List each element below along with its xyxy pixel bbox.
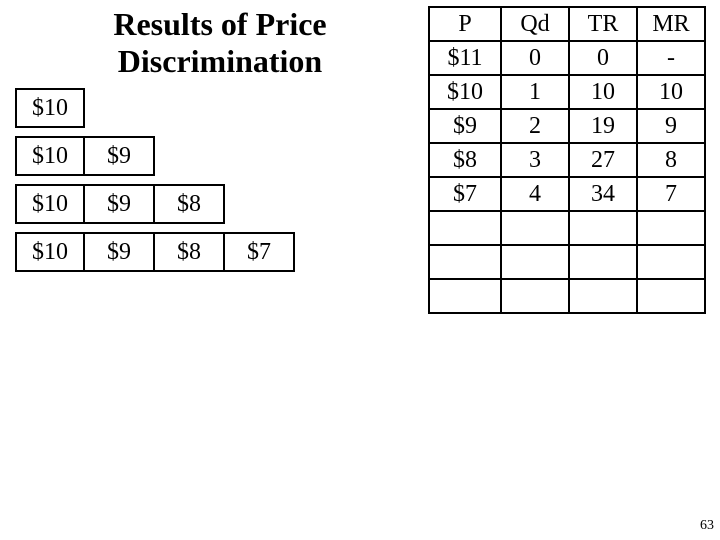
table-cell: [569, 245, 637, 279]
step-cell: $10: [15, 88, 85, 128]
table-cell: [429, 245, 501, 279]
table-cell: [637, 279, 705, 313]
table-cell: $7: [429, 177, 501, 211]
table-row: [429, 211, 705, 245]
table-row: $83278: [429, 143, 705, 177]
step-cell: $10: [15, 136, 85, 176]
page-number: 63: [700, 518, 714, 534]
table-cell: $8: [429, 143, 501, 177]
table-cell: 4: [501, 177, 569, 211]
step-cell: $9: [85, 184, 155, 224]
table-row: [429, 245, 705, 279]
table-cell: 0: [569, 41, 637, 75]
title-line-2: Discrimination: [85, 43, 355, 80]
table-cell: [429, 279, 501, 313]
step-row: $10$9$8$7: [15, 232, 295, 272]
table-cell: [569, 211, 637, 245]
table-cell: $11: [429, 41, 501, 75]
step-cell: $8: [155, 184, 225, 224]
step-row: $10$9: [15, 136, 295, 176]
table-cell: [501, 245, 569, 279]
table-cell: 0: [501, 41, 569, 75]
table-cell: -: [637, 41, 705, 75]
table-header-cell: MR: [637, 7, 705, 41]
step-cell: $9: [85, 232, 155, 272]
table-header-cell: TR: [569, 7, 637, 41]
table-cell: 27: [569, 143, 637, 177]
table-cell: 7: [637, 177, 705, 211]
table-cell: $10: [429, 75, 501, 109]
table-header-cell: Qd: [501, 7, 569, 41]
table-cell: [637, 245, 705, 279]
table-cell: 3: [501, 143, 569, 177]
price-step-rows: $10$10$9$10$9$8$10$9$8$7: [15, 88, 295, 280]
step-cell: $7: [225, 232, 295, 272]
step-cell: $10: [15, 232, 85, 272]
table-header-cell: P: [429, 7, 501, 41]
table-cell: [501, 279, 569, 313]
table-row: $92199: [429, 109, 705, 143]
table-row: $1011010: [429, 75, 705, 109]
table-cell: [569, 279, 637, 313]
table-cell: 8: [637, 143, 705, 177]
title-line-1: Results of Price: [85, 6, 355, 43]
table-cell: 10: [569, 75, 637, 109]
step-cell: $8: [155, 232, 225, 272]
table-row: $1100-: [429, 41, 705, 75]
table-cell: 1: [501, 75, 569, 109]
table-cell: 9: [637, 109, 705, 143]
step-cell: $10: [15, 184, 85, 224]
price-data-table: PQdTRMR$1100-$1011010$92199$83278$74347: [428, 6, 706, 314]
step-row: $10: [15, 88, 295, 128]
step-row: $10$9$8: [15, 184, 295, 224]
table-cell: [429, 211, 501, 245]
table-row: [429, 279, 705, 313]
table-cell: 2: [501, 109, 569, 143]
slide-title: Results of Price Discrimination: [85, 6, 355, 80]
step-cell: $9: [85, 136, 155, 176]
table-cell: [501, 211, 569, 245]
table-cell: [637, 211, 705, 245]
table-header-row: PQdTRMR: [429, 7, 705, 41]
table-cell: 19: [569, 109, 637, 143]
table-cell: 34: [569, 177, 637, 211]
table-row: $74347: [429, 177, 705, 211]
table-cell: $9: [429, 109, 501, 143]
table-cell: 10: [637, 75, 705, 109]
